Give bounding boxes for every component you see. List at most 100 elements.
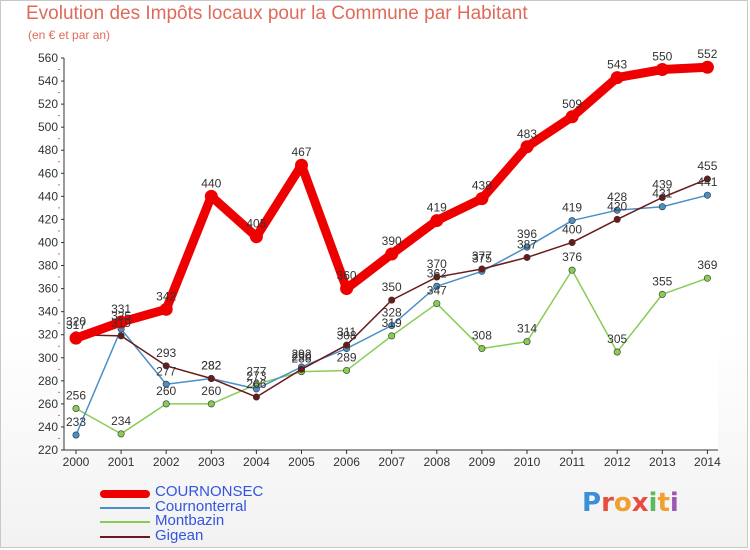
data-label: 438 xyxy=(472,179,492,193)
data-label: 282 xyxy=(201,359,221,373)
data-label: 273 xyxy=(246,369,266,383)
data-point xyxy=(252,385,260,393)
x-tick-label: 2007 xyxy=(378,455,405,469)
data-point xyxy=(613,206,621,214)
data-point xyxy=(568,217,576,225)
x-tick-label: 2012 xyxy=(604,455,631,469)
data-label: 431 xyxy=(652,187,672,201)
data-label: 234 xyxy=(111,414,131,428)
data-label: 317 xyxy=(66,318,86,332)
data-point xyxy=(523,338,531,346)
data-label: 550 xyxy=(652,50,672,64)
x-tick-label: 2008 xyxy=(423,455,450,469)
data-label: 292 xyxy=(291,347,311,361)
data-label: 347 xyxy=(427,284,447,298)
y-tick-label: 540 xyxy=(38,74,58,88)
logo-letter: i xyxy=(648,488,658,518)
data-point xyxy=(433,300,441,308)
legend-label-gigean: Gigean xyxy=(155,526,204,544)
data-point xyxy=(703,274,711,282)
legend-swatch-gigean xyxy=(100,535,150,538)
data-label: 289 xyxy=(337,350,357,364)
y-tick-label: 440 xyxy=(38,189,58,203)
data-label: 441 xyxy=(697,175,717,189)
data-point xyxy=(433,273,441,281)
data-label: 483 xyxy=(517,127,537,141)
data-point xyxy=(162,380,170,388)
data-point xyxy=(72,404,80,412)
y-tick-label: 320 xyxy=(38,328,58,342)
legend-label-cournonsec: COURNONSEC xyxy=(155,483,264,500)
data-point xyxy=(114,315,128,329)
data-point xyxy=(69,331,83,345)
data-label: 233 xyxy=(66,415,86,429)
y-tick-label: 420 xyxy=(38,212,58,226)
data-point xyxy=(252,393,260,401)
data-label: 405 xyxy=(246,217,266,231)
legend-swatch-cournonsec xyxy=(100,490,150,498)
data-point xyxy=(565,110,579,124)
data-point xyxy=(207,375,215,383)
x-tick-label: 2014 xyxy=(694,455,721,469)
data-label: 455 xyxy=(697,159,717,173)
data-label: 439 xyxy=(652,178,672,192)
logo-letter: r xyxy=(601,488,614,518)
data-point xyxy=(655,63,669,77)
data-point xyxy=(340,282,354,296)
legend-label-cournonterral: Cournonterral xyxy=(155,497,247,515)
data-label: 320 xyxy=(66,315,86,329)
data-label: 370 xyxy=(427,257,447,271)
y-tick-label: 560 xyxy=(38,51,58,65)
data-point xyxy=(478,345,486,353)
data-point xyxy=(159,302,173,316)
chart-subtitle: (en € et par an) xyxy=(28,28,111,42)
data-label: 314 xyxy=(517,322,537,336)
y-tick-label: 460 xyxy=(38,166,58,180)
logo-letter: x xyxy=(631,488,649,518)
x-tick-label: 2002 xyxy=(153,455,180,469)
data-label: 362 xyxy=(427,266,447,280)
data-label: 440 xyxy=(201,176,221,190)
logo-letter: o xyxy=(613,488,632,518)
data-label: 419 xyxy=(562,201,582,215)
data-point xyxy=(433,282,441,290)
data-label: 375 xyxy=(472,251,492,265)
data-point xyxy=(295,158,308,172)
data-point xyxy=(207,400,215,408)
logo-letter: i xyxy=(669,488,679,518)
y-tick-label: 280 xyxy=(38,374,58,388)
y-tick-label: 240 xyxy=(38,420,58,434)
data-label: 467 xyxy=(291,145,311,159)
data-label: 390 xyxy=(382,234,402,248)
y-tick-label: 520 xyxy=(38,97,58,111)
data-label: 428 xyxy=(607,190,627,204)
data-point xyxy=(658,203,666,211)
y-tick-label: 260 xyxy=(38,397,58,411)
data-label: 350 xyxy=(382,280,402,294)
data-label: 552 xyxy=(697,47,717,61)
y-tick-label: 480 xyxy=(38,143,58,157)
data-label: 256 xyxy=(66,388,86,402)
data-label: 311 xyxy=(337,325,356,339)
data-label: 260 xyxy=(156,384,176,398)
data-point xyxy=(703,175,711,183)
x-tick-label: 2004 xyxy=(243,455,270,469)
data-label: 419 xyxy=(427,201,447,215)
data-label: 288 xyxy=(291,352,311,366)
logo-letter: P xyxy=(582,488,602,518)
data-label: 543 xyxy=(607,58,627,72)
logo-letter: t xyxy=(657,488,670,518)
data-point xyxy=(568,238,576,246)
data-label: 420 xyxy=(607,199,627,213)
data-label: 293 xyxy=(156,346,176,360)
data-point xyxy=(385,247,399,261)
data-label: 331 xyxy=(111,302,131,316)
data-point xyxy=(613,348,621,356)
data-point xyxy=(388,321,396,329)
proxiti-logo[interactable]: Proxiti xyxy=(582,488,679,518)
data-point xyxy=(72,431,80,439)
legend-label-montbazin: Montbazin xyxy=(155,512,225,529)
y-tick-label: 360 xyxy=(38,282,58,296)
data-point xyxy=(520,140,534,154)
data-point xyxy=(475,192,489,206)
